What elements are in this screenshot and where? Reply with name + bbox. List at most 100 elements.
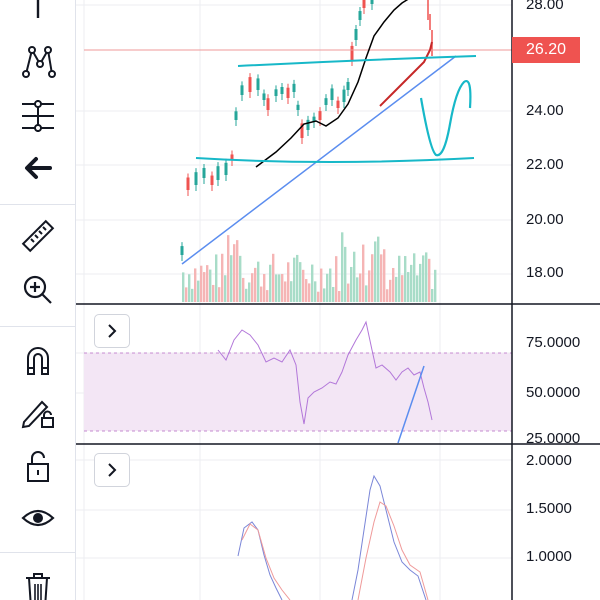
magnet-icon <box>27 347 49 375</box>
volume-bar <box>389 279 392 302</box>
rsi-line <box>217 320 433 425</box>
volume-bar <box>347 283 350 302</box>
drawing-toolbar <box>0 0 76 600</box>
measure-tool[interactable] <box>14 214 62 258</box>
volume-bar <box>356 277 359 302</box>
candlestick <box>346 81 350 90</box>
volume-bar <box>344 246 347 302</box>
volume-bar <box>266 290 269 302</box>
volume-bar <box>260 286 263 302</box>
volume-bar <box>326 273 329 302</box>
volume-bar <box>422 255 425 302</box>
volume-bar <box>275 274 278 302</box>
candlestick <box>312 116 316 122</box>
volume-bar <box>236 240 239 302</box>
volume-bar <box>404 256 407 302</box>
lock-drawings-tool[interactable] <box>14 390 62 434</box>
volume-bar <box>332 286 335 302</box>
rsi-trendline <box>397 365 425 444</box>
candlestick <box>240 85 244 95</box>
volume-bar <box>251 273 254 302</box>
volume-bar <box>293 257 296 302</box>
zoom-tool[interactable] <box>14 268 62 312</box>
remove-drawings-tool[interactable] <box>14 566 62 600</box>
volume-bar <box>227 235 230 302</box>
candlestick <box>186 177 190 190</box>
volume-bar <box>206 265 209 302</box>
volume-bar <box>335 256 338 302</box>
volume-bar <box>368 270 371 302</box>
volume-bar <box>203 272 206 302</box>
volume-bar <box>392 267 395 302</box>
volume-bar <box>242 277 245 302</box>
rsi-pane-expand-button[interactable] <box>94 314 130 348</box>
long-position-icon <box>22 100 54 132</box>
volume-bar <box>191 288 194 302</box>
candlestick <box>224 162 228 175</box>
volume-bar <box>434 269 437 302</box>
volume-bar <box>398 255 401 302</box>
volume-bar <box>197 280 200 302</box>
ruler-icon <box>21 219 55 253</box>
chevron-right-icon <box>108 463 117 477</box>
price-tick-24: 24.00 <box>526 102 564 119</box>
volume-bar <box>281 273 284 302</box>
volume-bar <box>269 264 272 302</box>
volume-bar <box>338 291 341 302</box>
visibility-tool[interactable] <box>14 496 62 540</box>
chart-area[interactable]: 28.00 26.20 24.00 22.00 20.00 18.00 75.0… <box>76 0 600 600</box>
volume-bar <box>371 254 374 302</box>
crosshair-tool[interactable] <box>14 0 62 34</box>
indicator-pane-expand-button[interactable] <box>94 453 130 487</box>
volume-bar <box>305 279 308 302</box>
volume-bar <box>413 253 416 302</box>
eye-icon <box>21 509 55 527</box>
lock-all-tool[interactable] <box>14 444 62 488</box>
volume-bar <box>224 275 227 302</box>
candlestick <box>324 98 328 105</box>
volume-bar <box>239 255 242 302</box>
candlestick <box>370 0 374 4</box>
volume-bar <box>254 267 257 302</box>
candlestick <box>358 11 362 20</box>
volume-bar <box>311 264 314 302</box>
candlestick <box>296 104 300 110</box>
rsi-tick-75: 75.0000 <box>526 334 581 351</box>
volume-bar <box>377 236 380 302</box>
chart-canvas[interactable] <box>76 0 600 600</box>
indicator-line-blue <box>237 521 283 600</box>
candlestick <box>292 83 296 92</box>
indicator-tick-2: 2.0000 <box>526 452 572 469</box>
indicator-line-red-2 <box>357 501 429 600</box>
candlestick <box>180 246 184 255</box>
pencil-lock-icon <box>21 400 54 429</box>
volume-bar <box>278 274 281 302</box>
xabcd-pattern-icon <box>22 46 56 78</box>
price-tick-22: 22.00 <box>526 156 564 173</box>
crosshair-icon <box>36 0 40 18</box>
volume-bar <box>362 244 365 302</box>
unlock-icon <box>27 451 49 482</box>
volume-bar <box>383 249 386 302</box>
volume-bar <box>320 268 323 302</box>
arrow-left-icon <box>25 157 52 179</box>
volume-bar <box>188 274 191 302</box>
volume-bar <box>419 263 422 302</box>
prediction-tool[interactable] <box>14 94 62 138</box>
ma-black-line <box>255 0 409 168</box>
candlestick <box>306 119 310 130</box>
volume-bar <box>215 254 218 302</box>
volume-bar <box>386 289 389 302</box>
candlestick <box>362 0 366 8</box>
back-tool[interactable] <box>14 146 62 190</box>
candlestick <box>342 89 346 102</box>
pattern-tool[interactable] <box>14 40 62 84</box>
volume-bar <box>329 268 332 302</box>
volume-bar <box>317 291 320 302</box>
magnet-tool[interactable] <box>14 338 62 382</box>
trash-icon <box>26 573 50 600</box>
volume-bar <box>431 288 434 302</box>
volume-bar <box>416 275 419 302</box>
candlestick <box>262 93 266 100</box>
volume-bar <box>323 288 326 302</box>
